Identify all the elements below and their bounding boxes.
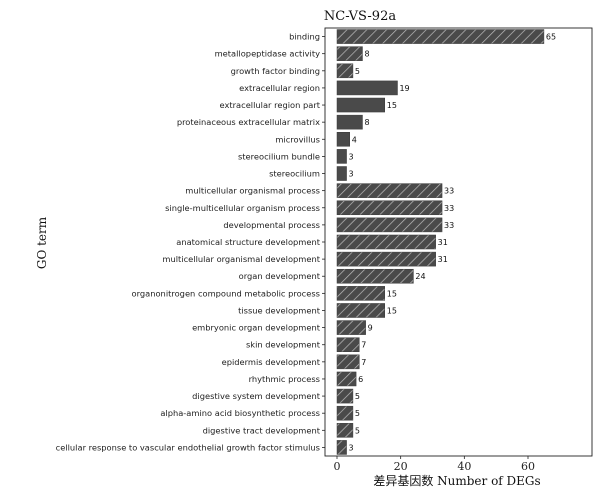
- category-label: proteinaceous extracellular matrix: [177, 117, 320, 127]
- category-label: multicellular organismal development: [162, 254, 320, 264]
- bar: [336, 200, 443, 216]
- bar: [336, 29, 545, 44]
- bar: [336, 303, 385, 318]
- data-label: 15: [387, 289, 397, 298]
- bar: [336, 320, 366, 335]
- bar: [336, 114, 363, 130]
- category-label: alpha-amino acid biosynthetic process: [160, 408, 320, 418]
- category-label: rhythmic process: [249, 374, 320, 384]
- bar: [336, 80, 398, 96]
- category-label: cellular response to vascular endothelia…: [56, 442, 320, 452]
- bar: [336, 388, 354, 404]
- category-label: microvillus: [275, 134, 320, 144]
- category-label: organonitrogen compound metabolic proces…: [132, 288, 320, 298]
- x-tick-label: 0: [334, 460, 341, 473]
- category-label: organ development: [239, 271, 321, 281]
- bar: [336, 268, 414, 284]
- bar: [336, 166, 347, 181]
- category-label: extracellular region: [239, 83, 320, 93]
- data-label: 9: [368, 324, 373, 333]
- data-label: 3: [349, 152, 354, 161]
- bar: [336, 217, 443, 233]
- bar: [336, 371, 357, 387]
- bar: [336, 440, 347, 455]
- category-label: stereocilium: [269, 169, 320, 179]
- data-label: 8: [364, 50, 369, 59]
- category-label: anatomical structure development: [176, 237, 321, 247]
- data-label: 3: [349, 443, 354, 452]
- data-label: 19: [399, 84, 409, 93]
- category-label: multicellular organismal process: [185, 186, 320, 196]
- bar: [336, 405, 354, 421]
- category-label: tissue development: [238, 305, 321, 315]
- x-tick-label: 40: [457, 460, 471, 473]
- data-label: 7: [361, 358, 366, 367]
- bar: [336, 97, 385, 113]
- category-label: metallopeptidase activity: [215, 49, 320, 59]
- data-label: 7: [361, 341, 366, 350]
- data-label: 31: [438, 255, 448, 264]
- category-label: extracellular region part: [220, 100, 321, 110]
- chart-title: NC-VS-92a: [324, 9, 396, 24]
- category-label: digestive tract development: [203, 425, 321, 435]
- category-label: epidermis development: [222, 357, 321, 367]
- x-axis-title: 差异基因数 Number of DEGs: [373, 473, 540, 488]
- data-label: 31: [438, 238, 448, 247]
- bar: [336, 286, 385, 301]
- category-label: embryonic organ development: [192, 323, 321, 333]
- category-label: skin development: [246, 340, 321, 350]
- data-label: 5: [355, 426, 360, 435]
- data-label: 15: [387, 101, 397, 110]
- category-label: single-multicellular organism process: [165, 203, 320, 213]
- data-label: 5: [355, 392, 360, 401]
- data-label: 33: [444, 187, 454, 196]
- data-label: 33: [444, 204, 454, 213]
- bar: [336, 132, 350, 147]
- x-tick-label: 60: [521, 460, 535, 473]
- data-label: 3: [349, 170, 354, 179]
- bar: [336, 63, 354, 79]
- category-label: binding: [289, 32, 320, 42]
- bar: [336, 337, 360, 352]
- data-label: 24: [415, 272, 425, 281]
- bar: [336, 354, 360, 370]
- data-label: 5: [355, 409, 360, 418]
- bar: [336, 46, 363, 61]
- bar: [336, 183, 443, 198]
- data-label: 33: [444, 221, 454, 230]
- bar: [336, 234, 436, 250]
- x-tick-label: 20: [394, 460, 408, 473]
- data-label: 15: [387, 306, 397, 315]
- data-label: 4: [352, 135, 357, 144]
- bar: [336, 251, 436, 267]
- data-label: 6: [358, 375, 363, 384]
- category-label: developmental process: [223, 220, 320, 230]
- data-label: 8: [364, 118, 369, 127]
- bar: [336, 149, 347, 164]
- y-axis-title: GO term: [35, 216, 49, 269]
- category-label: growth factor binding: [231, 66, 320, 76]
- data-label: 5: [355, 67, 360, 76]
- category-label: stereocilium bundle: [238, 151, 320, 161]
- category-label: digestive system development: [192, 391, 321, 401]
- bar: [336, 423, 354, 438]
- data-label: 65: [546, 33, 556, 42]
